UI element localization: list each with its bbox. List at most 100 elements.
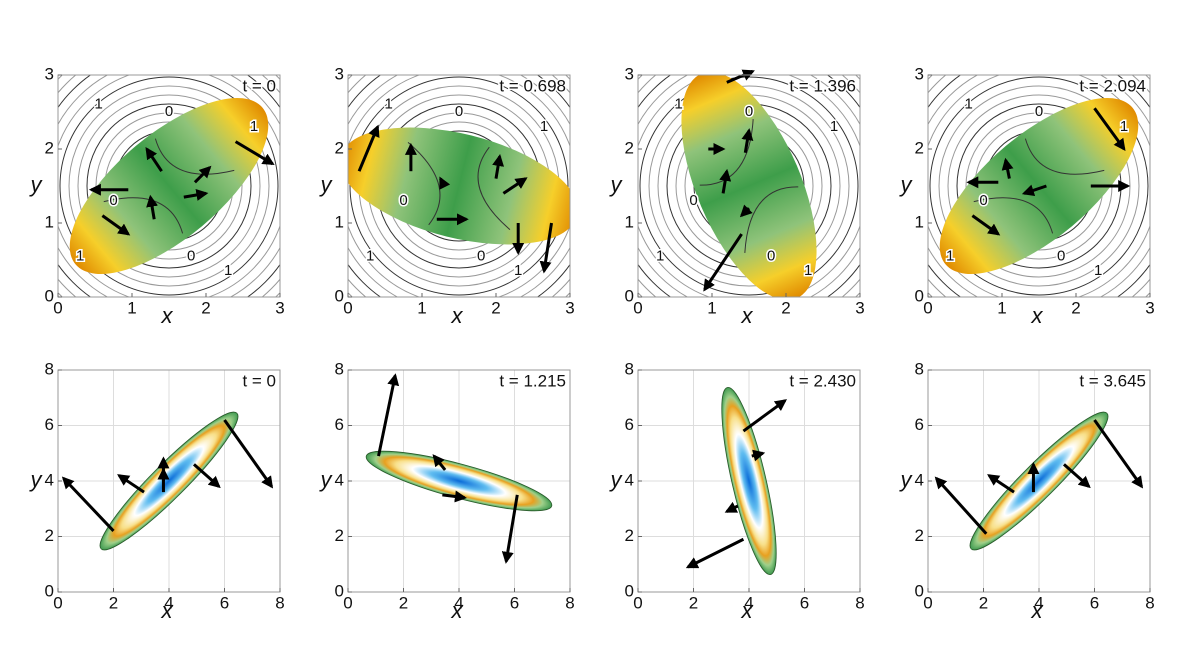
contour-label: 0 xyxy=(767,247,775,264)
y-tick-label: 8 xyxy=(45,359,54,378)
contour-label: 0 xyxy=(689,192,697,209)
y-tick-label: 2 xyxy=(335,138,344,157)
velocity-arrow xyxy=(739,204,753,218)
plot-area xyxy=(638,75,860,297)
x-tick-label: 8 xyxy=(1145,593,1154,612)
contour xyxy=(68,85,270,287)
velocity-arrow xyxy=(987,474,1015,494)
panel-title: t = 0.698 xyxy=(499,76,566,95)
y-axis-label: y xyxy=(29,172,44,197)
panel-title: t = 2.430 xyxy=(789,371,856,390)
plot-area xyxy=(348,370,570,592)
density-ellipse xyxy=(99,411,239,551)
panel-title: t = 1.215 xyxy=(499,371,566,390)
velocity-arrow xyxy=(1093,419,1144,489)
velocity-arrow xyxy=(192,463,221,489)
contour-label: 1 xyxy=(76,247,84,264)
x-tick-label: 1 xyxy=(707,298,716,317)
velocity-arrow xyxy=(1093,107,1126,151)
y-tick-label: 8 xyxy=(335,359,344,378)
contour xyxy=(86,103,252,269)
y-tick-label: 6 xyxy=(45,415,54,434)
contour xyxy=(59,76,279,296)
panel-title: t = 0 xyxy=(242,76,276,95)
velocity-arrow xyxy=(1001,157,1014,179)
y-tick-label: 4 xyxy=(45,470,54,489)
y-tick-label: 6 xyxy=(915,415,924,434)
velocity-arrow xyxy=(703,233,743,292)
contour-label: 0 xyxy=(187,247,195,264)
velocity-arrow xyxy=(357,124,380,172)
x-tick-label: 4 xyxy=(454,593,463,612)
contour-label: 1 xyxy=(830,118,838,135)
velocity-arrow xyxy=(726,69,755,84)
contour-label: 0 xyxy=(979,192,987,209)
x-tick-label: 2 xyxy=(491,298,500,317)
x-tick-label: 8 xyxy=(855,593,864,612)
contour-label: 0 xyxy=(109,192,117,209)
velocity-arrow xyxy=(1021,184,1047,197)
contour-label: 0 xyxy=(1035,103,1043,120)
y-axis-label: y xyxy=(609,172,624,197)
x-tick-label: 3 xyxy=(855,298,864,317)
y-tick-label: 8 xyxy=(915,359,924,378)
plot-area xyxy=(348,75,570,297)
plot-area xyxy=(638,370,860,592)
x-tick-label: 0 xyxy=(53,593,62,612)
contour-label: 0 xyxy=(1057,247,1065,264)
velocity-arrow xyxy=(1062,463,1091,489)
contour-label: 1 xyxy=(250,118,258,135)
y-tick-label: 0 xyxy=(625,581,634,600)
plot-area xyxy=(58,370,280,592)
x-tick-label: 2 xyxy=(689,593,698,612)
y-tick-label: 1 xyxy=(45,212,54,231)
contour-label: 1 xyxy=(224,262,232,279)
x-axis-label: x xyxy=(1031,303,1044,328)
y-tick-label: 3 xyxy=(915,64,924,83)
contour-label: 1 xyxy=(804,262,812,279)
y-tick-label: 1 xyxy=(915,212,924,231)
y-tick-label: 2 xyxy=(625,138,634,157)
y-tick-label: 1 xyxy=(625,212,634,231)
velocity-arrow xyxy=(971,214,1001,236)
y-axis-label: y xyxy=(319,172,334,197)
contour-label: 0 xyxy=(745,103,753,120)
x-axis-label: x xyxy=(1031,598,1044,623)
contour-label: 1 xyxy=(1094,262,1102,279)
y-tick-label: 3 xyxy=(625,64,634,83)
y-tick-label: 6 xyxy=(625,415,634,434)
y-tick-label: 2 xyxy=(915,526,924,545)
x-tick-label: 0 xyxy=(633,593,642,612)
y-tick-label: 2 xyxy=(625,526,634,545)
velocity-arrow xyxy=(61,476,115,532)
contour xyxy=(77,94,261,278)
frame xyxy=(637,74,861,298)
contour-label: 0 xyxy=(455,103,463,120)
velocity-arrow xyxy=(442,490,467,503)
y-tick-label: 0 xyxy=(45,581,54,600)
contour xyxy=(929,76,1149,296)
y-axis-label: y xyxy=(899,467,914,492)
x-tick-label: 0 xyxy=(923,593,932,612)
y-tick-label: 8 xyxy=(625,359,634,378)
y-tick-label: 4 xyxy=(335,470,344,489)
contour xyxy=(938,85,1140,287)
y-axis-label: y xyxy=(899,172,914,197)
x-tick-label: 0 xyxy=(633,298,642,317)
x-tick-label: 8 xyxy=(275,593,284,612)
x-tick-label: 2 xyxy=(399,593,408,612)
x-tick-label: 6 xyxy=(800,593,809,612)
panel-title: t = 2.094 xyxy=(1079,76,1146,95)
velocity-arrow xyxy=(183,189,209,201)
contour-label: 1 xyxy=(1120,118,1128,135)
x-axis-label: x xyxy=(451,598,464,623)
x-tick-label: 8 xyxy=(565,593,574,612)
y-tick-label: 2 xyxy=(45,138,54,157)
y-tick-label: 2 xyxy=(335,526,344,545)
x-axis-label: x xyxy=(161,598,174,623)
contour-label: 1 xyxy=(656,247,664,264)
velocity-arrow xyxy=(934,476,988,535)
velocity-arrow xyxy=(146,194,158,220)
